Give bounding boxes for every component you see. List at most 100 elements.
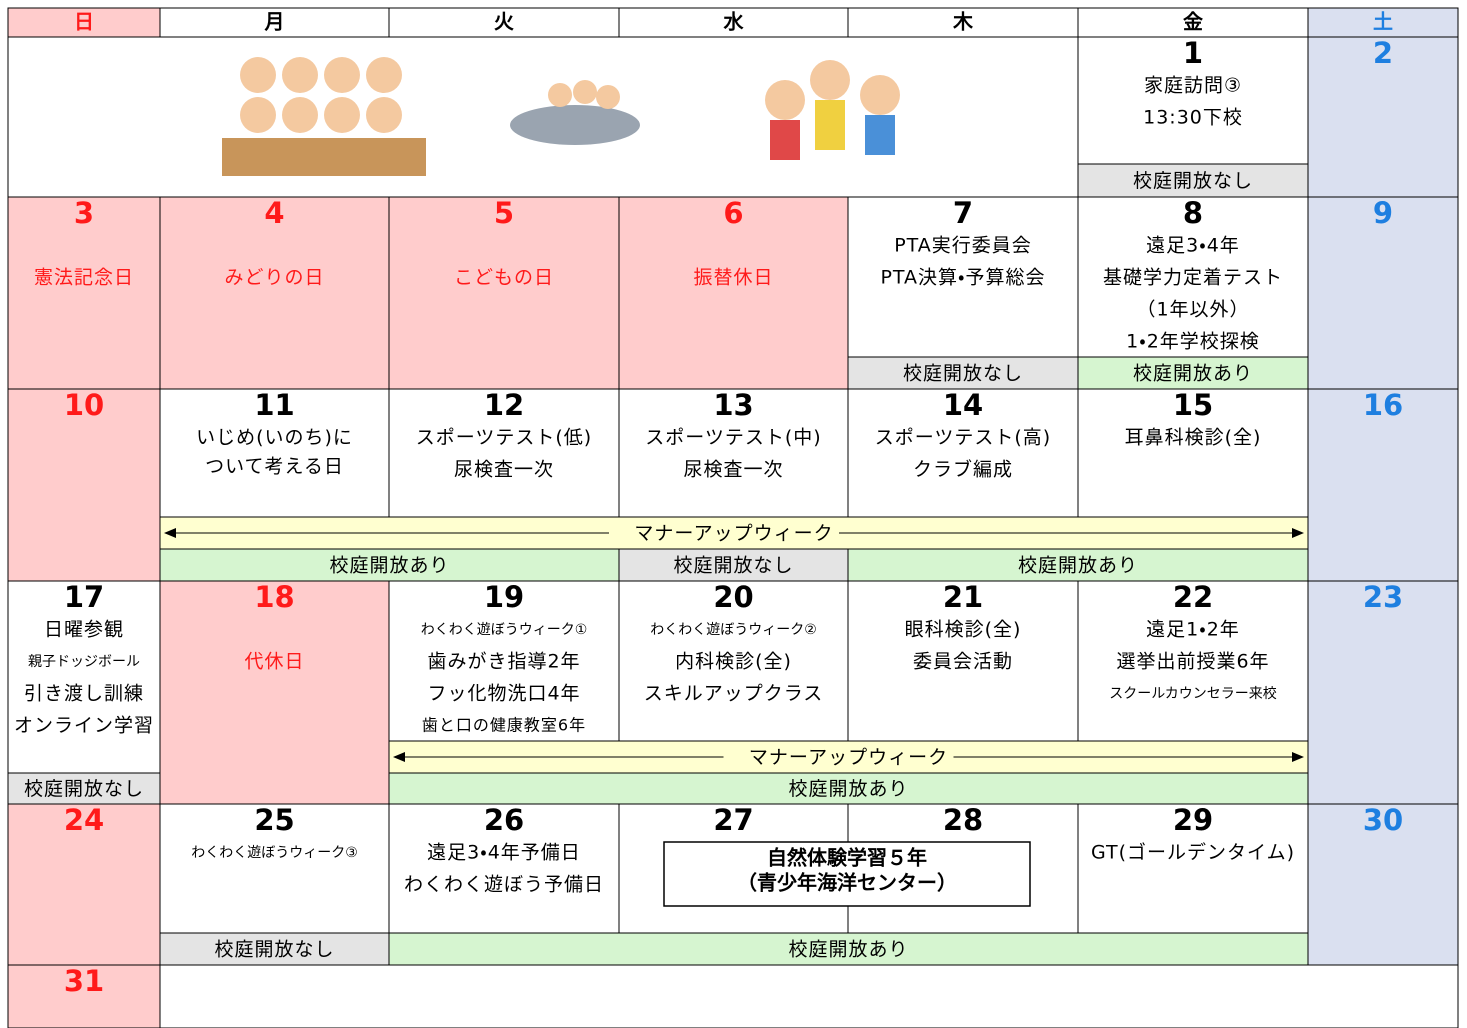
event-text: ついて考える日	[205, 456, 344, 478]
day-cell	[159, 580, 390, 805]
band-label: 校庭開放なし	[673, 555, 793, 577]
band-label: 校庭開放あり	[1018, 555, 1138, 577]
weekday-label: 金	[1183, 10, 1203, 34]
event-text: オンライン学習	[14, 715, 154, 737]
event-text: 親子ドッジボール	[28, 654, 140, 670]
event-text: いじめ(いのち)に	[196, 427, 353, 449]
header-cell	[388, 7, 620, 38]
day-number: 31	[64, 964, 104, 998]
day-cell	[388, 196, 620, 390]
day-number: 15	[1173, 388, 1213, 422]
day-number: 26	[484, 803, 524, 837]
day-number: 1	[1183, 36, 1203, 70]
hiker-illustration	[860, 75, 900, 115]
band-label: 校庭開放なし	[214, 939, 334, 961]
event-text: こどもの日	[454, 267, 554, 289]
illustrations	[222, 57, 900, 176]
event-text: フッ化物洗口4年	[427, 683, 580, 705]
day-number: 6	[723, 196, 743, 230]
event-text: 遠足3・4年予備日	[427, 842, 581, 864]
event-text: 委員会活動	[913, 651, 1013, 673]
child-illustration	[240, 97, 276, 133]
yard-band	[388, 772, 1309, 805]
day-number: 28	[943, 803, 983, 837]
yard-band	[618, 548, 849, 582]
hiker-illustration	[765, 80, 805, 120]
day-number: 5	[494, 196, 514, 230]
event-text: 引き渡し訓練	[24, 683, 144, 705]
day-number: 27	[713, 803, 753, 837]
event-text: スキルアップクラス	[644, 683, 824, 705]
hiker-body	[865, 115, 895, 155]
day-number: 8	[1183, 196, 1203, 230]
event-text: 選挙出前授業6年	[1116, 651, 1269, 673]
child-illustration	[282, 57, 318, 93]
band-label: 校庭開放あり	[1133, 363, 1253, 385]
event-text: わくわく遊ぼうウィーク②	[650, 622, 817, 638]
yard-band	[847, 548, 1309, 582]
weekday-label: 水	[723, 10, 745, 34]
event-text: わくわく遊ぼう予備日	[404, 874, 604, 896]
weekday-label: 月	[264, 10, 285, 34]
header-cell	[847, 7, 1079, 38]
band-label: 校庭開放なし	[903, 363, 1023, 385]
day-number: 30	[1363, 803, 1403, 837]
event-text: 尿検査一次	[683, 459, 783, 481]
boxed-event-text: 自然体験学習５年	[767, 846, 927, 870]
yard-band	[7, 772, 161, 805]
weekday-label: 土	[1373, 10, 1393, 34]
day-number: 7	[953, 196, 973, 230]
weekday-label: 木	[952, 10, 974, 34]
band-label: マナーアップウィーク	[749, 747, 948, 769]
day-number: 16	[1363, 388, 1403, 422]
hiker-body	[770, 120, 800, 160]
header-cell	[159, 7, 390, 38]
day-number: 24	[64, 803, 104, 837]
yard-band	[159, 548, 620, 582]
day-cell	[1307, 196, 1459, 390]
day-number: 25	[254, 803, 294, 837]
event-text: 13:30下校	[1143, 107, 1243, 129]
child-illustration	[366, 97, 402, 133]
child-illustration	[324, 57, 360, 93]
hiker-illustration	[810, 60, 850, 100]
carp-streamer	[510, 105, 640, 145]
event-text: 1・2年学校探検	[1126, 331, 1260, 353]
day-cell	[1307, 803, 1459, 966]
day-number: 2	[1373, 36, 1393, 70]
child-illustration	[548, 83, 572, 107]
day-cell	[1307, 580, 1459, 805]
event-text: 内科検診(全)	[675, 651, 792, 673]
child-illustration	[573, 80, 597, 104]
band-label: 校庭開放なし	[1133, 170, 1253, 192]
day-number: 22	[1173, 580, 1213, 614]
child-illustration	[596, 85, 620, 109]
event-text: わくわく遊ぼうウィーク①	[421, 622, 588, 638]
day-number: 23	[1363, 580, 1403, 614]
band-label: 校庭開放なし	[24, 778, 144, 800]
event-box	[663, 841, 1031, 907]
event-text: スポーツテスト(高)	[875, 427, 1051, 449]
day-cell	[7, 196, 161, 390]
event-text: （1年以外）	[1136, 299, 1249, 321]
event-text: スクールカウンセラー来校	[1109, 686, 1277, 702]
event-text: 代休日	[244, 651, 304, 673]
arrow-head	[164, 528, 176, 538]
event-text: わくわく遊ぼうウィーク③	[191, 845, 358, 861]
boxed-event-text: （青少年海洋センター）	[737, 871, 957, 895]
event-text: PTA実行委員会	[894, 235, 1032, 257]
yard-band	[388, 932, 1309, 966]
day-cell	[7, 964, 161, 1028]
day-number: 17	[64, 580, 104, 614]
day-number: 29	[1173, 803, 1213, 837]
day-cell	[1307, 36, 1459, 198]
event-text: 振替休日	[693, 267, 773, 289]
day-number: 19	[484, 580, 524, 614]
day-number: 3	[74, 196, 94, 230]
child-illustration	[240, 57, 276, 93]
day-cell	[7, 580, 161, 805]
header-cell	[618, 7, 849, 38]
day-number: 20	[713, 580, 753, 614]
